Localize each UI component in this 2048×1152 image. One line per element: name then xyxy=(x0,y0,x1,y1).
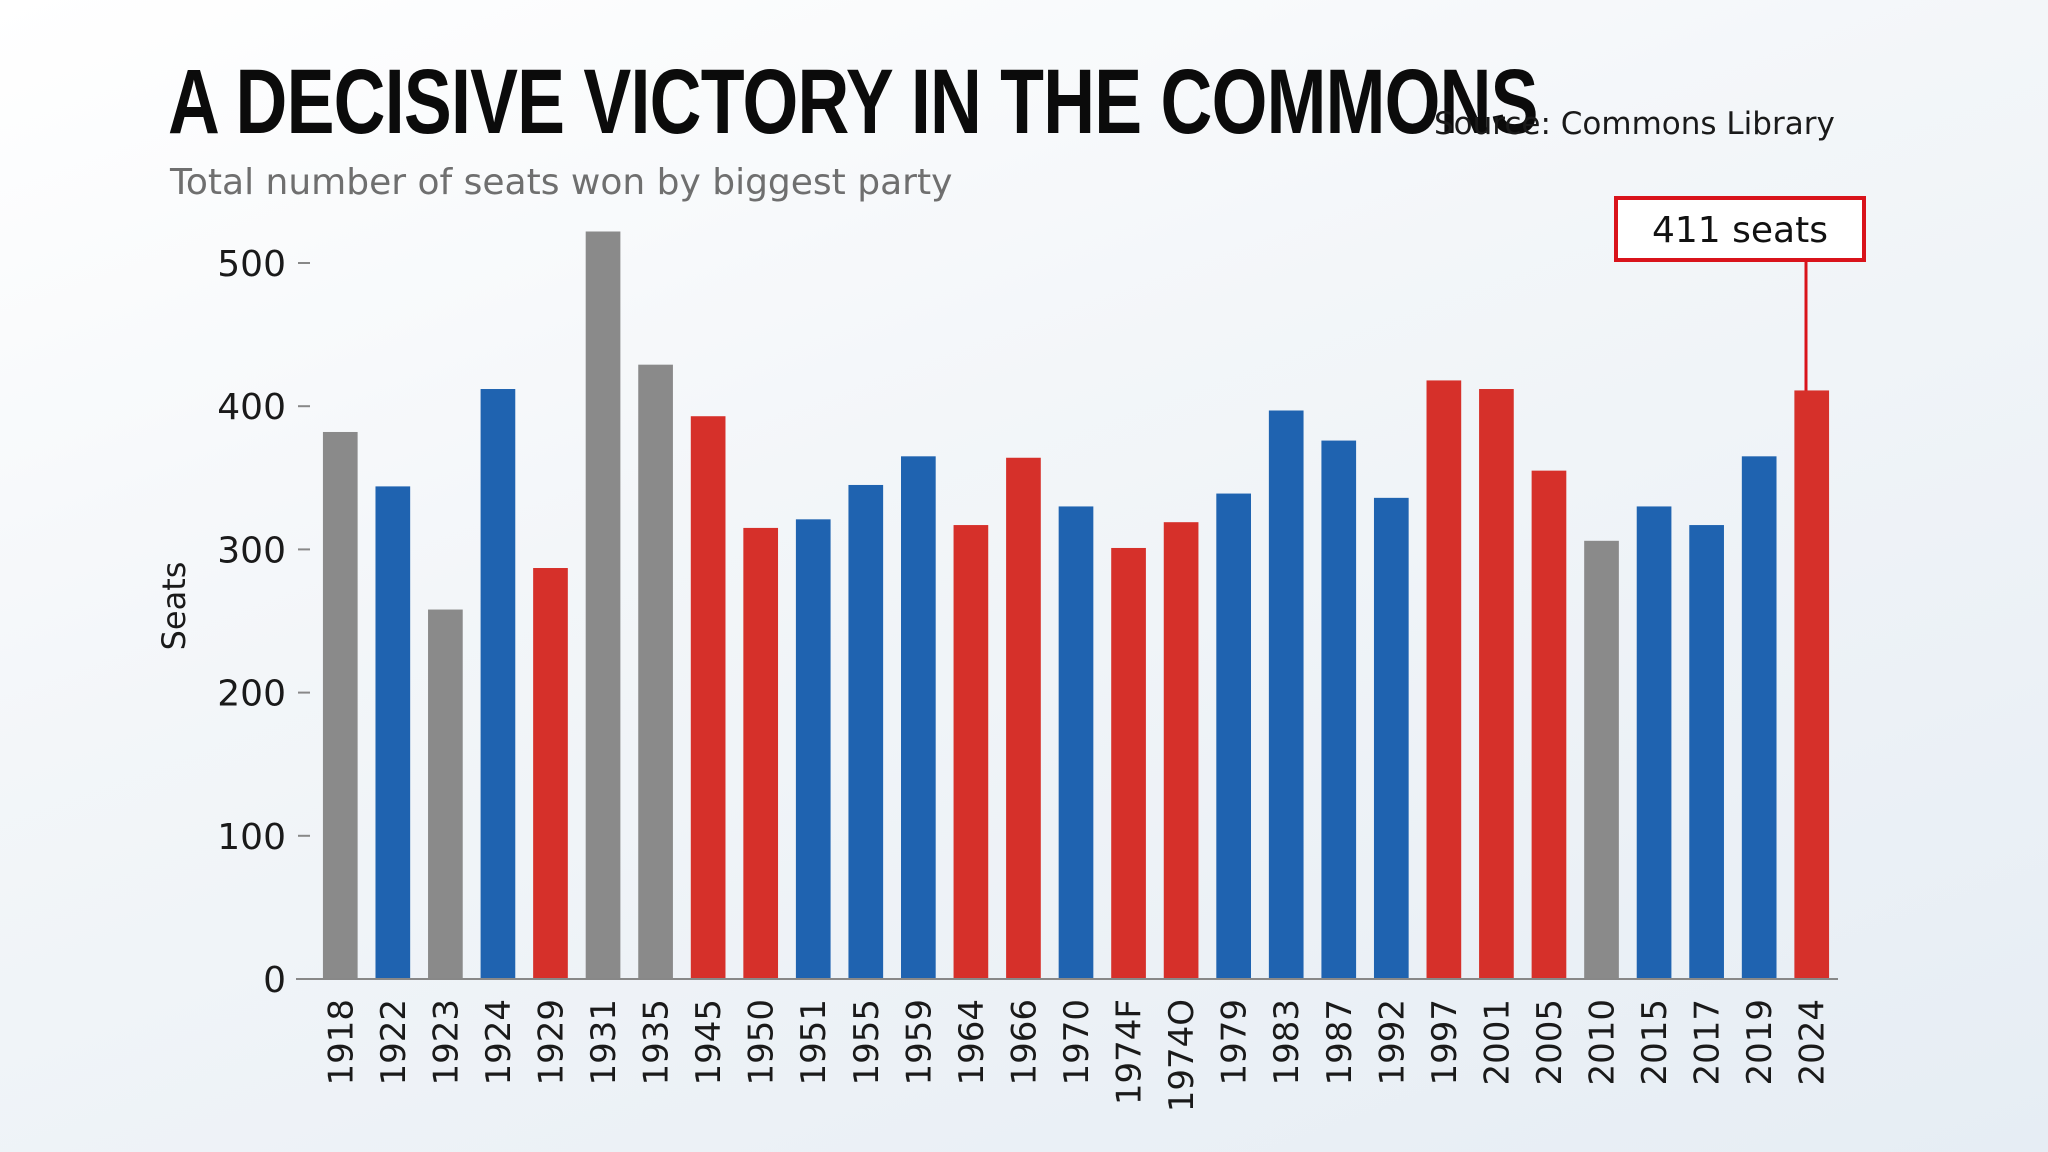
x-tick-label: 1970 xyxy=(1057,999,1097,1086)
source-note: Source: Commons Library xyxy=(1434,106,1835,142)
x-tick-label: 1951 xyxy=(794,999,834,1086)
bar-2005 xyxy=(1531,470,1567,979)
bar-1959 xyxy=(901,456,936,979)
x-axis: 1918 1922 1923 1924 1929 1931 1935 1945 1950 1951… xyxy=(296,978,1838,1112)
bar-1992 xyxy=(1373,497,1409,979)
chart-subtitle: Total number of seats won by biggest par… xyxy=(170,162,953,203)
x-tick-label: 2010 xyxy=(1583,999,1623,1086)
x-tick-label: 1931 xyxy=(584,999,624,1086)
bar-2024 xyxy=(1794,390,1830,979)
bar-1970 xyxy=(1058,506,1094,979)
x-tick-label: 1964 xyxy=(952,999,992,1086)
bar-1945 xyxy=(690,416,726,979)
bar-1964 xyxy=(953,525,989,979)
x-tick-label: 1924 xyxy=(479,999,519,1086)
x-tick-label: 2015 xyxy=(1635,999,1675,1086)
x-tick-label: 1983 xyxy=(1267,999,1307,1086)
bar-2017 xyxy=(1689,525,1724,979)
bar-1974O xyxy=(1163,522,1199,979)
x-tick-label: 1929 xyxy=(531,999,571,1086)
y-tick-label: 300 xyxy=(217,530,286,571)
callout: 411 seats xyxy=(1614,196,1866,391)
x-tick-label: 1979 xyxy=(1215,999,1255,1086)
bar-1924 xyxy=(480,389,516,979)
bar-2019 xyxy=(1741,456,1777,979)
bar-1987 xyxy=(1321,440,1357,979)
bar-2001 xyxy=(1479,389,1514,979)
x-tick-label: 2005 xyxy=(1530,999,1570,1086)
x-tick-label: 1974O xyxy=(1162,999,1202,1112)
bar-2015 xyxy=(1636,506,1672,979)
bar-1955 xyxy=(848,484,884,979)
bar-1979 xyxy=(1216,493,1251,979)
x-tick-label: 2024 xyxy=(1793,999,1833,1086)
x-tick-label: 1992 xyxy=(1372,999,1412,1086)
x-tick-label: 1922 xyxy=(374,999,414,1086)
callout-label: 411 seats xyxy=(1652,210,1828,251)
x-tick-label: 2019 xyxy=(1740,999,1780,1086)
y-tick-label: 500 xyxy=(217,244,286,285)
x-tick-label: 1945 xyxy=(689,999,729,1086)
x-tick-label: 1974F xyxy=(1110,999,1150,1105)
bar-1997 xyxy=(1426,380,1462,979)
x-tick-label: 1987 xyxy=(1320,999,1360,1086)
x-tick-label: 1955 xyxy=(847,999,887,1086)
bar-1922 xyxy=(375,486,411,979)
bar-1950 xyxy=(743,527,779,979)
y-tick-label: 200 xyxy=(217,674,286,715)
bar-1923 xyxy=(428,609,463,979)
bar-1951 xyxy=(795,519,831,979)
x-tick-label: 1997 xyxy=(1425,999,1465,1086)
bar-2010 xyxy=(1584,540,1619,979)
x-tick-label: 1950 xyxy=(742,999,782,1086)
x-tick-label: 1923 xyxy=(426,999,466,1086)
bar-1929 xyxy=(533,568,568,979)
y-tick-label: 400 xyxy=(217,387,286,428)
bar-1983 xyxy=(1268,410,1304,980)
bar-1935 xyxy=(638,364,673,979)
x-tick-label: 1918 xyxy=(321,999,361,1086)
callout-box xyxy=(1614,196,1866,262)
x-tick-label: 1935 xyxy=(637,999,677,1086)
x-tick-label: 1966 xyxy=(1004,999,1044,1086)
y-tick-label: 0 xyxy=(263,960,286,1001)
chart-title: A DECISIVE VICTORY IN THE COMMONS xyxy=(168,51,1539,153)
y-axis: 0 100 200 300 400 500 xyxy=(217,244,310,1001)
bar-1918 xyxy=(322,431,358,979)
y-axis-title: Seats xyxy=(155,562,193,651)
x-tick-label: 1959 xyxy=(899,999,939,1086)
x-tick-label: 2017 xyxy=(1688,999,1728,1086)
bar-1966 xyxy=(1006,457,1041,979)
x-tick-label: 2001 xyxy=(1477,999,1517,1086)
bar-1931 xyxy=(585,231,621,980)
bars xyxy=(322,231,1830,980)
bar-1974F xyxy=(1111,547,1146,979)
y-tick-label: 100 xyxy=(217,817,286,858)
